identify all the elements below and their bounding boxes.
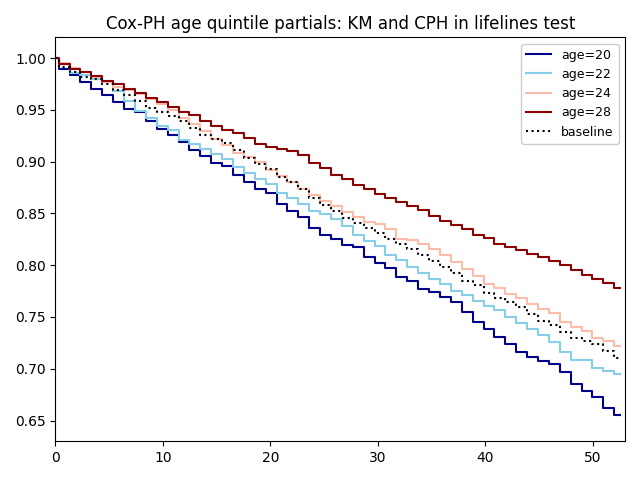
age=24 [66, 60, 74, 66]
age=28 [611, 285, 618, 291]
age=20 [616, 412, 623, 418]
Title: Cox-PH age quintile partials: KM and CPH in lifelines test: Cox-PH age quintile partials: KM and CPH… [106, 15, 575, 33]
age=20 [611, 412, 618, 418]
age=22 [616, 371, 623, 377]
age=28 [616, 285, 623, 291]
age=22 [611, 371, 618, 377]
baseline [616, 356, 623, 361]
age=20 [66, 66, 74, 72]
age=24 [545, 306, 553, 312]
baseline [66, 64, 74, 70]
baseline [414, 252, 422, 257]
age=22 [436, 281, 444, 287]
baseline [436, 264, 444, 270]
age=20 [381, 260, 389, 265]
Line: baseline: baseline [56, 58, 620, 359]
baseline [381, 230, 389, 236]
age=24 [616, 343, 623, 349]
age=24 [436, 252, 444, 257]
Line: age=22: age=22 [56, 58, 620, 374]
age=22 [545, 333, 553, 338]
Legend: age=20, age=22, age=24, age=28, baseline: age=20, age=22, age=24, age=28, baseline [521, 44, 619, 144]
Line: age=20: age=20 [56, 58, 620, 415]
age=28 [436, 217, 444, 223]
age=28 [381, 192, 389, 197]
age=28 [545, 254, 553, 260]
baseline [611, 356, 618, 361]
age=20 [436, 294, 444, 300]
age=28 [414, 207, 422, 213]
baseline [381, 236, 389, 242]
age=22 [66, 61, 74, 67]
age=24 [611, 343, 618, 349]
age=28 [52, 55, 60, 61]
age=20 [52, 55, 60, 61]
Line: age=28: age=28 [56, 58, 620, 288]
age=28 [381, 195, 389, 201]
baseline [545, 318, 553, 324]
baseline [52, 55, 60, 61]
age=22 [414, 270, 422, 276]
age=24 [52, 55, 60, 61]
age=28 [66, 61, 74, 67]
Line: age=24: age=24 [56, 58, 620, 346]
age=22 [381, 243, 389, 249]
age=24 [381, 221, 389, 227]
age=20 [414, 286, 422, 292]
age=22 [381, 252, 389, 258]
age=24 [414, 241, 422, 247]
age=20 [545, 358, 553, 364]
age=20 [381, 265, 389, 271]
age=22 [52, 55, 60, 61]
age=24 [381, 227, 389, 232]
